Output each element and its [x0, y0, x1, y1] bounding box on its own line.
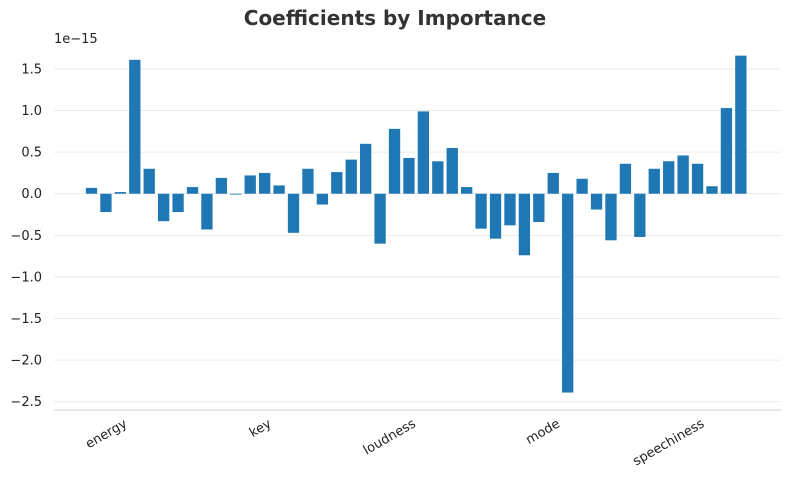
x-tick-label: energy: [83, 416, 130, 452]
bar: [475, 193, 487, 229]
bar: [345, 159, 357, 194]
bar: [129, 59, 141, 194]
bar: [331, 172, 343, 194]
bar: [143, 168, 155, 194]
bar: [85, 187, 98, 194]
y-axis-offset-label: 1e−15: [54, 32, 98, 47]
bar: [706, 186, 718, 194]
bar: [547, 172, 559, 194]
bar: [432, 161, 444, 194]
bar: [114, 192, 127, 194]
bar: [634, 193, 646, 237]
bar: [677, 155, 689, 194]
y-tick-label: −0.5: [10, 229, 42, 244]
bar: [504, 193, 516, 226]
bar: [100, 193, 112, 213]
bar: [158, 193, 170, 222]
bar: [316, 193, 329, 205]
x-tick-label: loudness: [361, 416, 419, 458]
y-tick-label: 1.0: [21, 104, 42, 119]
x-tick-label: mode: [523, 416, 562, 447]
bar: [244, 175, 256, 194]
bar: [374, 193, 386, 244]
y-tick-label: 1.5: [21, 62, 42, 77]
bar: [230, 193, 242, 195]
bar: [590, 193, 603, 210]
bar: [302, 168, 314, 194]
bar: [446, 147, 458, 194]
bar: [691, 163, 704, 194]
y-tick-label: 0.0: [21, 187, 42, 202]
bar: [489, 193, 502, 239]
bar: [648, 168, 660, 194]
bar: [388, 128, 401, 194]
bar: [215, 177, 228, 194]
y-tick-label: −1.0: [10, 270, 42, 285]
bar: [403, 157, 415, 194]
y-tick-label: −2.5: [10, 395, 42, 410]
bar: [417, 111, 430, 194]
x-tick-label: key: [247, 416, 274, 441]
bar: [259, 172, 271, 194]
bar: [533, 193, 545, 223]
chart-title: Coefficients by Importance: [243, 6, 547, 30]
x-tick-label: speechiness: [631, 416, 708, 469]
bar: [735, 55, 747, 194]
y-tick-label: 0.5: [21, 146, 42, 161]
bar: [576, 178, 588, 194]
bar: [605, 193, 617, 241]
bar: [663, 161, 675, 194]
bar: [201, 193, 213, 230]
y-tick-label: −1.5: [10, 312, 42, 327]
bar: [518, 193, 531, 256]
bar: [562, 193, 574, 393]
bar: [720, 108, 733, 194]
bar: [172, 193, 184, 213]
bar: [287, 193, 300, 233]
bar: [186, 187, 199, 194]
y-tick-label: −2.0: [10, 354, 42, 369]
bar: [273, 185, 285, 194]
bar: [360, 143, 372, 194]
bar: [619, 163, 632, 194]
bar: [461, 187, 473, 194]
